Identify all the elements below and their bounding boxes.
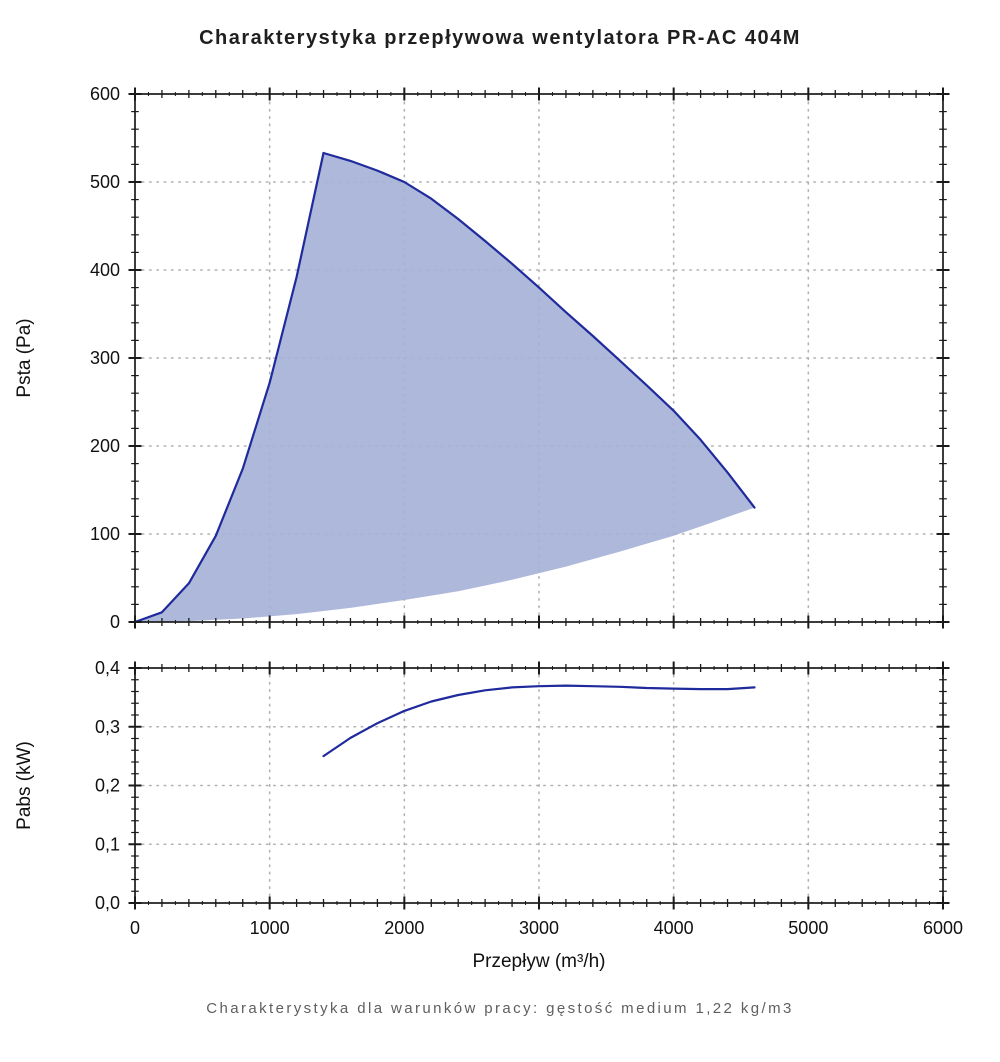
system-curve-max-path: [133, 151, 325, 624]
x-tick-label: 3000: [519, 918, 559, 938]
tick-labels: 0,0 0,1 0,2 0,3 0,4 0 1000 2000 3000 4000 5000 6000: [95, 658, 963, 938]
x-tick-label: 2000: [384, 918, 424, 938]
axis-ticks: [128, 87, 950, 629]
fan-curve-path: [322, 151, 756, 509]
operating-region: [135, 153, 755, 622]
pressure-chart: 0 100 200 300 400 500 600 Psta (Pa): [14, 84, 950, 632]
y-tick-label: 200: [90, 436, 120, 456]
power-curve-path: [322, 684, 756, 758]
x-tick-label: 4000: [654, 918, 694, 938]
page-title: Charakterystyka przepływowa wentylatora …: [199, 27, 801, 49]
y-tick-label: 500: [90, 172, 120, 192]
y-axis-title: Pabs (kW): [14, 741, 35, 830]
y-tick-label: 0,1: [95, 834, 120, 854]
gridlines: [134, 667, 944, 904]
y-axis-title: Psta (Pa): [14, 318, 35, 397]
y-tick-label: 0,4: [95, 658, 120, 678]
y-tick-label: 0,0: [95, 893, 120, 913]
y-tick-label: 0,2: [95, 776, 120, 796]
x-tick-label: 5000: [788, 918, 828, 938]
y-tick-label: 600: [90, 84, 120, 104]
x-tick-label: 6000: [923, 918, 963, 938]
operating-conditions-note: Charakterystyka dla warunków pracy: gęst…: [206, 1000, 794, 1017]
tick-labels: 0 100 200 300 400 500 600: [90, 84, 120, 632]
y-tick-label: 300: [90, 348, 120, 368]
x-axis-title: Przepływ (m³/h): [472, 951, 605, 972]
y-tick-label: 0: [110, 612, 120, 632]
x-tick-label: 1000: [250, 918, 290, 938]
power-chart: 0,0 0,1 0,2 0,3 0,4 0 1000 2000 3000 4000 5000 6000…: [14, 658, 963, 972]
axis-ticks: [128, 661, 950, 910]
y-tick-label: 100: [90, 524, 120, 544]
y-tick-label: 400: [90, 260, 120, 280]
x-tick-label: 0: [130, 918, 140, 938]
y-tick-label: 0,3: [95, 717, 120, 737]
